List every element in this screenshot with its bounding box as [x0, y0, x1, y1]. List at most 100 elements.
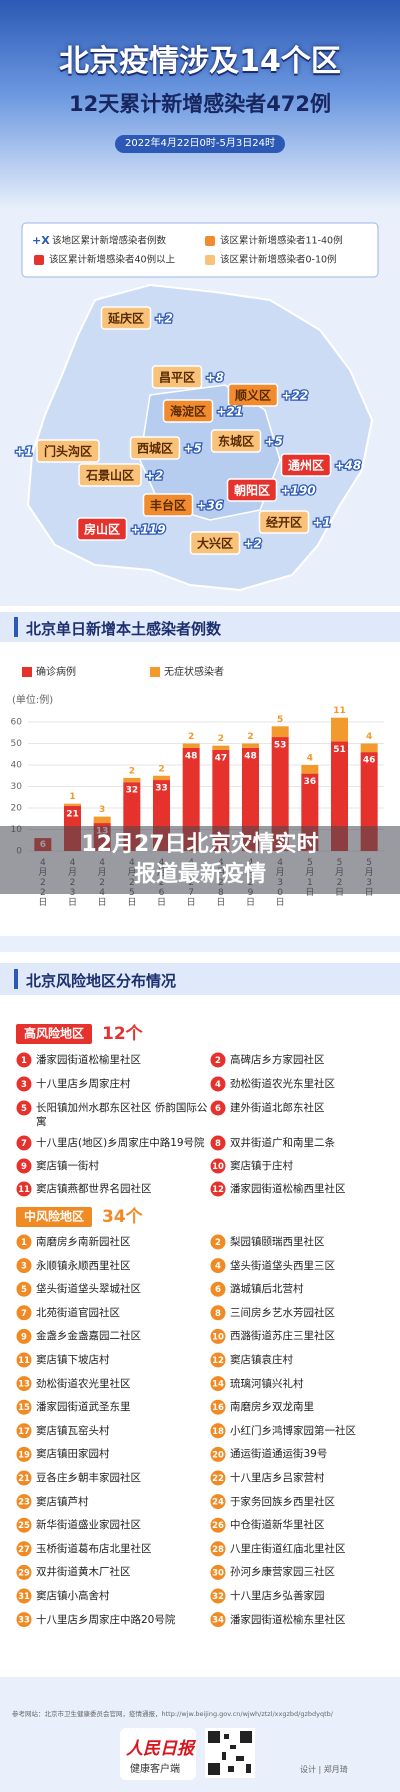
item-name: 劲松街道农光里社区	[36, 1377, 131, 1390]
bar-segment	[271, 737, 289, 851]
item-badge	[16, 1446, 32, 1462]
district-box	[36, 439, 100, 463]
item-badge	[16, 1328, 32, 1344]
legend-box	[21, 222, 379, 278]
overlay-band: 12月27日北京灾情实时 报道最新疫情	[0, 826, 400, 894]
item-badge	[16, 1376, 32, 1392]
item-name: 潘家园街道松榆东里社区	[230, 1613, 346, 1626]
item-number: 14	[212, 1380, 224, 1390]
item-badge	[16, 1305, 32, 1321]
bar-segment	[182, 743, 200, 748]
logo-box	[120, 1728, 196, 1780]
district-name: 海淀区	[170, 404, 206, 419]
credit: 设计 | 郑月琦	[300, 1765, 348, 1774]
item-badge	[210, 1258, 226, 1274]
item-number: 31	[18, 1592, 30, 1602]
item-badge	[16, 1181, 32, 1197]
item-number: 10	[212, 1332, 224, 1342]
chart-unit: (单位:例)	[12, 695, 54, 706]
legend-label: 确诊病例	[36, 665, 76, 678]
bar-value-label: 4	[307, 754, 313, 764]
bar-value-label: 48	[185, 751, 198, 761]
district-box	[76, 517, 128, 541]
item-badge	[16, 1564, 32, 1580]
item-name: 玉桥街道葛布店北里社区	[36, 1542, 152, 1555]
bar-segment	[64, 803, 81, 806]
item-number: 5	[21, 1104, 27, 1114]
item-number: 5	[21, 1285, 27, 1295]
bar-value-label: 11	[333, 706, 346, 716]
bar-segment	[331, 741, 348, 851]
item-badge	[16, 1281, 32, 1297]
item-badge	[16, 1517, 32, 1533]
item-name: 中仓街道新华里社区	[230, 1519, 325, 1532]
item-badge	[16, 1076, 32, 1092]
item-number: 8	[215, 1139, 221, 1149]
district-value: +48	[335, 459, 362, 473]
item-number: 2	[215, 1056, 221, 1066]
bar-value-label: 46	[363, 756, 376, 766]
item-name: 南磨房乡南新园社区	[36, 1236, 131, 1248]
period: 2022年4月22日0时-5月3日24时	[115, 135, 285, 153]
district-value: +2	[244, 537, 262, 551]
item-badge	[16, 1052, 32, 1068]
item-number: 28	[212, 1545, 224, 1555]
item-name: 窦店镇小高舍村	[36, 1590, 110, 1602]
item-badge	[16, 1423, 32, 1439]
item-number: 7	[21, 1139, 27, 1149]
item-badge	[16, 1100, 32, 1116]
item-name: 长阳镇加州水郡东区社区 侨韵国际公寓	[36, 1102, 208, 1128]
district-value: +190	[281, 484, 316, 498]
bar-value-label: 5	[277, 715, 283, 725]
item-number: 24	[212, 1498, 224, 1508]
risk-title: 北京风险地区分布情况	[26, 972, 177, 990]
item-number: 4	[215, 1262, 221, 1272]
chart-title-accent	[14, 617, 18, 637]
item-number: 16	[212, 1403, 224, 1413]
risk-tag	[16, 1024, 92, 1044]
item-badge	[210, 1517, 226, 1533]
item-badge	[210, 1423, 226, 1439]
item-name: 十八里店乡弘善家园	[230, 1590, 325, 1602]
district-value: +1	[313, 516, 331, 530]
legend-swatch	[205, 255, 215, 265]
item-name: 双井街道广和南里二条	[230, 1137, 335, 1149]
risk-tag	[16, 1207, 92, 1227]
item-number: 7	[21, 1309, 27, 1319]
item-number: 12	[212, 1185, 224, 1195]
district-value: +2	[155, 312, 173, 326]
item-badge	[210, 1100, 226, 1116]
item-number: 25	[18, 1521, 30, 1531]
item-badge	[210, 1135, 226, 1151]
item-number: 2	[215, 1238, 221, 1248]
item-number: 19	[18, 1450, 30, 1460]
district-name: 通州区	[288, 458, 324, 473]
bar-value-label: 48	[244, 751, 257, 761]
risk-panel	[0, 952, 400, 1677]
item-badge	[210, 1234, 226, 1250]
item-name: 双井街道黄木厂社区	[36, 1566, 131, 1579]
bar-segment	[271, 726, 289, 738]
item-number: 6	[215, 1285, 221, 1295]
district-box	[227, 383, 279, 407]
logo-sub: 健康客户端	[130, 1764, 180, 1775]
district-box	[129, 436, 181, 460]
item-number: 21	[18, 1474, 30, 1484]
district-name: 东城区	[218, 434, 254, 449]
item-number: 9	[21, 1332, 27, 1342]
header-bg	[0, 0, 400, 210]
item-badge	[210, 1281, 226, 1297]
district-name: 房山区	[84, 522, 120, 537]
overlay-line: 报道最新疫情	[133, 862, 266, 887]
item-badge	[210, 1494, 226, 1510]
legend-label: 该区累计新增感染者11-40例	[220, 235, 343, 247]
item-name: 小红门乡鸿博家园第一社区	[230, 1424, 356, 1437]
y-tick-label: 30	[11, 782, 23, 792]
item-name: 新华街道盛业家园社区	[36, 1519, 141, 1532]
item-name: 十八里店(地区)乡周家庄中路19号院	[36, 1137, 205, 1149]
logo: 人民日报	[126, 1739, 194, 1759]
item-badge	[16, 1541, 32, 1557]
item-badge	[210, 1181, 226, 1197]
item-name: 永顺镇永顺西里社区	[36, 1259, 131, 1272]
item-name: 窦店镇田家园村	[36, 1448, 110, 1461]
